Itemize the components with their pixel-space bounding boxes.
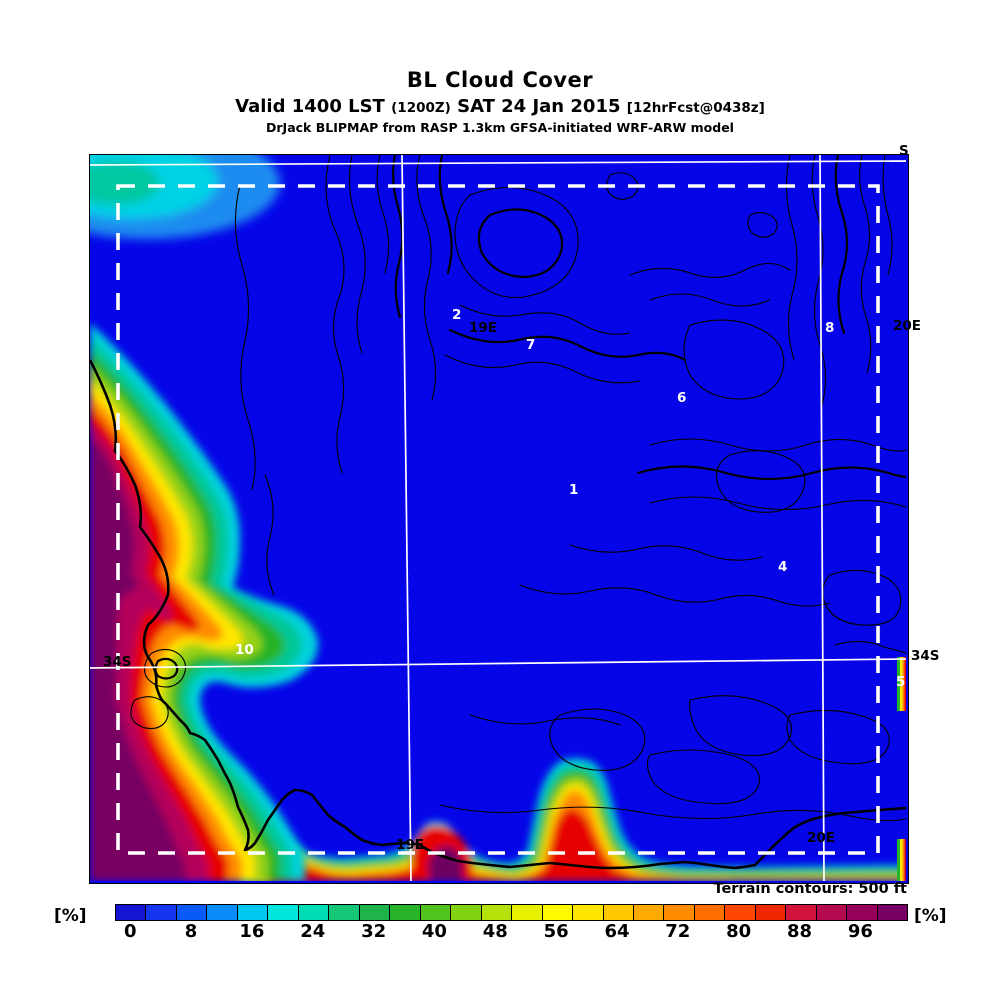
colorbar-segment-2 (176, 905, 208, 920)
colorbar-segment-5 (268, 905, 299, 920)
colorbar-segment-0 (116, 905, 147, 920)
colorbar-segment-19 (694, 905, 726, 920)
gridline-label-33s-corner: S (899, 143, 909, 159)
site-label-5: 5 (896, 674, 906, 690)
page-title: BL Cloud Cover (406, 68, 594, 92)
cloud-field-west-band (90, 323, 319, 881)
colorbar-segment-10 (420, 905, 452, 920)
valid-fcst: [12hrFcst@0438z] (626, 100, 765, 116)
colorbar-unit-right: [%] (914, 906, 947, 926)
colorbar-tick-labels: 0 8 16 24 32 40 48 56 64 72 80 88 96 (115, 921, 906, 945)
colorbar-tick-72: 72 (665, 921, 691, 942)
valid-zulu: (1200Z) (391, 100, 451, 116)
colorbar-segment-1 (146, 905, 177, 920)
colorbar-segment-4 (237, 905, 269, 920)
domain-boundary-dashed (116, 184, 880, 855)
cloud-strip-east-edge (897, 657, 906, 881)
colorbar-unit-left: [%] (54, 906, 87, 926)
colorbar-tick-80: 80 (726, 921, 752, 942)
map-canvas: 19E 20E 19E 20E 34S 2 7 6 1 4 8 10 5 (89, 154, 921, 884)
colorbar-segment-21 (755, 905, 787, 920)
coastline (90, 359, 906, 870)
colorbar-tick-16: 16 (239, 921, 265, 942)
colorbar-tick-48: 48 (482, 921, 508, 942)
colorbar-segment-17 (633, 905, 665, 920)
gridline-label-20e-top: 20E (893, 318, 922, 334)
colorbar-segment-24 (847, 905, 878, 920)
colorbar-segment-15 (573, 905, 604, 920)
site-label-8: 8 (825, 320, 835, 336)
lat-lon-grid (90, 155, 906, 881)
colorbar-segment-12 (481, 905, 513, 920)
site-label-4: 4 (778, 559, 788, 575)
colorbar-tick-88: 88 (786, 921, 813, 942)
colorbar-segment-8 (359, 905, 391, 920)
colorbar-segment-13 (512, 905, 543, 920)
colorbar-segment-14 (542, 905, 574, 920)
site-label-7: 7 (526, 337, 536, 353)
colorbar-segment-22 (786, 905, 817, 920)
site-label-1: 1 (569, 482, 579, 498)
colorbar-tick-0: 0 (123, 921, 137, 942)
colorbar-segment-7 (329, 905, 360, 920)
colorbar-segment-25 (877, 905, 908, 920)
colorbar (115, 904, 908, 921)
colorbar-tick-8: 8 (184, 921, 198, 942)
colorbar-tick-32: 32 (361, 921, 387, 942)
model-line: DrJack BLIPMAP from RASP 1.3km GFSA-init… (266, 120, 734, 135)
colorbar-segment-9 (390, 905, 421, 920)
colorbar-segment-3 (207, 905, 238, 920)
valid-prefix: Valid 1400 LST (235, 96, 385, 117)
colorbar-tick-64: 64 (604, 921, 630, 942)
colorbar-segment-11 (451, 905, 482, 920)
colorbar-segment-23 (816, 905, 848, 920)
colorbar-segment-18 (664, 905, 695, 920)
site-label-6: 6 (677, 390, 687, 406)
colorbar-tick-24: 24 (300, 921, 326, 942)
site-label-2: 2 (452, 307, 462, 323)
gridline-label-19e-top: 19E (469, 320, 498, 336)
colorbar-tick-56: 56 (543, 921, 569, 942)
site-label-10: 10 (235, 642, 254, 658)
colorbar-segment-6 (298, 905, 330, 920)
valid-date: SAT 24 Jan 2015 (457, 96, 621, 117)
forecast-map-svg (90, 155, 906, 881)
terrain-contours (130, 155, 906, 822)
colorbar-tick-96: 96 (847, 921, 873, 942)
colorbar-segment-20 (725, 905, 756, 920)
colorbar-tick-40: 40 (421, 921, 447, 942)
colorbar-segment-16 (603, 905, 634, 920)
terrain-contours-note: Terrain contours: 500 ft (713, 881, 907, 897)
gridline-label-20e-bottom: 20E (807, 830, 836, 846)
valid-line: Valid 1400 LST (1200Z) SAT 24 Jan 2015 [… (0, 96, 1000, 117)
gridline-label-19e-bottom: 19E (396, 837, 425, 853)
gridline-label-34s-right: 34S (911, 648, 940, 664)
gridline-label-34s-left: 34S (103, 654, 132, 670)
